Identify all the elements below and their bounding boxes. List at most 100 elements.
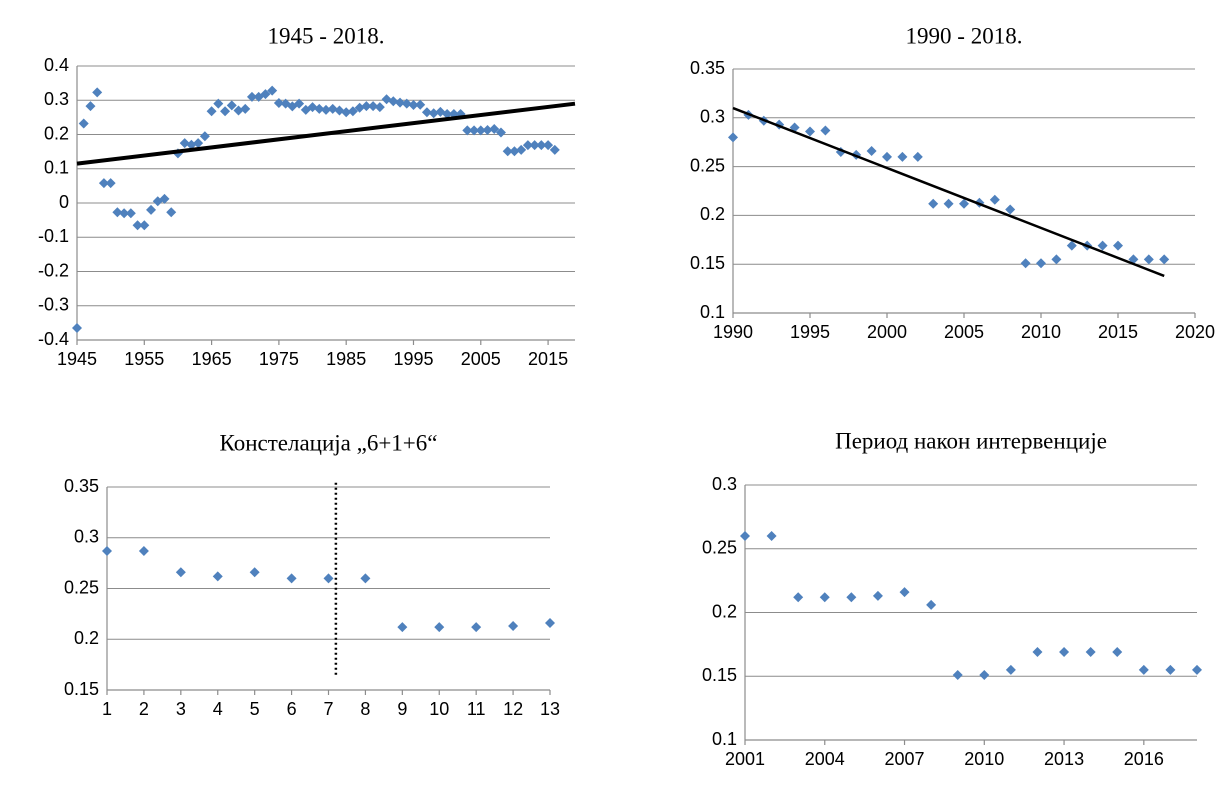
point	[286, 573, 297, 584]
x-tick-label: 2	[139, 699, 149, 719]
point	[543, 140, 554, 151]
point	[897, 151, 908, 162]
y-tick-label: 0.25	[690, 155, 725, 175]
point	[105, 178, 116, 189]
y-tick-label: 0.1	[44, 158, 69, 178]
point	[442, 108, 453, 119]
point	[212, 571, 223, 582]
point	[482, 125, 493, 136]
point	[213, 98, 224, 109]
point	[545, 618, 555, 629]
point	[78, 118, 89, 129]
point	[1143, 254, 1154, 265]
y-tick-label: 0.2	[712, 601, 737, 621]
point	[1085, 647, 1096, 658]
y-tick-label: 0.2	[74, 628, 99, 648]
point	[334, 105, 345, 116]
point	[249, 567, 260, 578]
y-tick-label: 0.1	[700, 302, 725, 322]
point	[1066, 240, 1077, 251]
point	[1165, 664, 1176, 675]
y-tick-label: 0.2	[44, 123, 69, 143]
point	[415, 99, 426, 110]
y-tick-label: 0.25	[702, 538, 737, 558]
point	[267, 85, 278, 96]
point	[536, 140, 547, 151]
point	[112, 207, 123, 218]
point	[805, 126, 815, 137]
point	[522, 140, 533, 151]
x-tick-label: 13	[540, 699, 560, 719]
point	[489, 124, 500, 135]
x-tick-label: 10	[429, 699, 449, 719]
point	[471, 622, 482, 633]
point	[1112, 647, 1123, 658]
x-tick-label: 4	[213, 699, 223, 719]
point	[495, 127, 506, 138]
x-tick-label: 1990	[713, 322, 753, 342]
y-tick-label: -0.2	[38, 260, 69, 280]
point	[361, 101, 372, 112]
y-tick-label: 0.4	[44, 55, 69, 75]
point	[421, 107, 432, 118]
x-tick-label: 1	[102, 699, 112, 719]
x-tick-label: 2005	[461, 349, 501, 369]
y-tick-label: 0.35	[64, 476, 99, 496]
point	[928, 198, 939, 209]
point	[397, 622, 408, 633]
point	[462, 125, 473, 136]
point	[395, 97, 406, 108]
point	[92, 87, 103, 98]
y-tick-label: 0.3	[712, 474, 737, 494]
point	[1192, 664, 1202, 675]
x-tick-label: 6	[287, 699, 297, 719]
point	[85, 101, 96, 112]
point	[1036, 258, 1046, 269]
point	[119, 208, 130, 219]
point	[434, 622, 445, 633]
point	[882, 151, 892, 162]
point	[1159, 254, 1170, 265]
point	[1097, 240, 1108, 251]
point	[354, 102, 365, 113]
x-tick-label: 12	[503, 699, 523, 719]
x-tick-label: 2016	[1124, 749, 1164, 769]
trend-line	[76, 101, 576, 166]
point	[102, 545, 112, 556]
y-tick-label: 0.3	[44, 89, 69, 109]
point	[469, 125, 480, 136]
point	[529, 140, 540, 151]
trend-line	[732, 106, 1165, 278]
x-tick-label: 2001	[725, 749, 765, 769]
point	[1020, 258, 1031, 269]
point	[846, 592, 857, 603]
point	[549, 144, 560, 155]
x-tick-label: 2013	[1044, 749, 1084, 769]
point	[314, 103, 325, 114]
point	[179, 138, 190, 149]
point	[341, 107, 352, 118]
chart-title: Период након интервенције	[835, 428, 1107, 453]
point	[401, 98, 412, 109]
point	[1051, 254, 1062, 265]
x-tick-label: 2020	[1175, 322, 1215, 342]
x-tick-label: 1995	[790, 322, 830, 342]
point	[233, 105, 244, 116]
point	[72, 323, 82, 334]
point	[186, 139, 197, 150]
point	[912, 151, 923, 162]
point	[508, 621, 519, 632]
point	[1032, 647, 1043, 658]
point	[475, 125, 486, 136]
y-tick-label: 0.15	[702, 665, 737, 685]
point	[793, 592, 804, 603]
point	[979, 669, 990, 680]
point	[206, 106, 217, 117]
y-tick-label: -0.3	[38, 295, 69, 315]
x-tick-label: 2010	[1021, 322, 1061, 342]
x-tick-label: 2015	[528, 349, 568, 369]
y-tick-label: 0.3	[74, 527, 99, 547]
point	[926, 599, 937, 610]
x-tick-label: 5	[250, 699, 260, 719]
